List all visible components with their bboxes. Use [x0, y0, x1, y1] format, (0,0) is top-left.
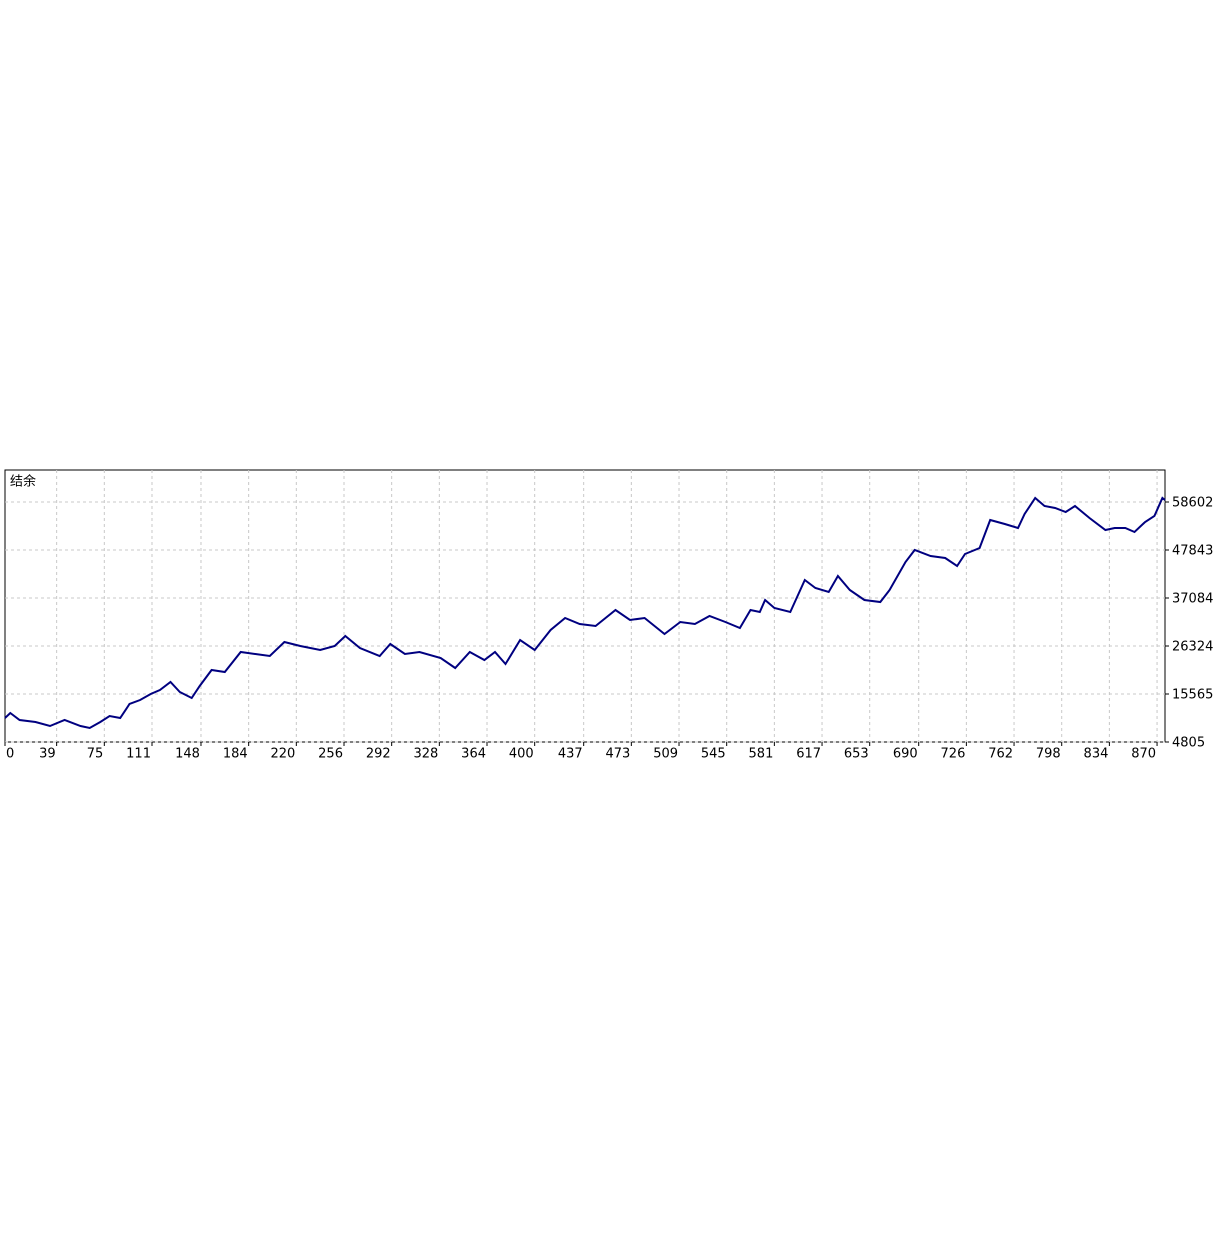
- plot-frame: [4, 469, 1166, 743]
- x-tick-label: 0: [6, 747, 14, 762]
- x-tick-label: 75: [87, 747, 104, 762]
- x-tick-label: 762: [988, 747, 1013, 762]
- y-tick-label: 47843: [1172, 543, 1213, 558]
- x-tick-label: 184: [223, 747, 248, 762]
- y-tick-label: 15565: [1172, 687, 1213, 702]
- x-tick-label: 39: [39, 747, 56, 762]
- x-tick-label: 256: [318, 747, 343, 762]
- x-tick-label: 798: [1036, 747, 1061, 762]
- x-tick-label: 545: [701, 747, 726, 762]
- chart-title: 结余: [10, 474, 36, 490]
- x-tick-label: 870: [1131, 747, 1156, 762]
- y-tick-label: 58602: [1172, 495, 1213, 510]
- x-tick-label: 834: [1084, 747, 1109, 762]
- balance-line: [4, 496, 1166, 730]
- y-tick-label: 37084: [1172, 591, 1213, 606]
- x-tick-label: 400: [509, 747, 534, 762]
- x-tick-label: 328: [414, 747, 439, 762]
- x-tick-label: 726: [941, 747, 966, 762]
- x-tick-label: 292: [366, 747, 391, 762]
- y-tick-label: 4805: [1172, 736, 1205, 751]
- x-tick-label: 148: [175, 747, 200, 762]
- x-tick-label: 220: [270, 747, 295, 762]
- x-tick-label: 581: [749, 747, 774, 762]
- x-tick-label: 364: [461, 747, 486, 762]
- x-tick-label: 509: [653, 747, 678, 762]
- x-tick-label: 111: [126, 747, 151, 762]
- y-tick-label: 26324: [1172, 639, 1213, 654]
- x-tick-label: 617: [796, 747, 821, 762]
- x-tick-label: 473: [606, 747, 631, 762]
- x-tick-label: 653: [844, 747, 869, 762]
- x-tick-label: 437: [558, 747, 583, 762]
- x-tick-label: 690: [893, 747, 918, 762]
